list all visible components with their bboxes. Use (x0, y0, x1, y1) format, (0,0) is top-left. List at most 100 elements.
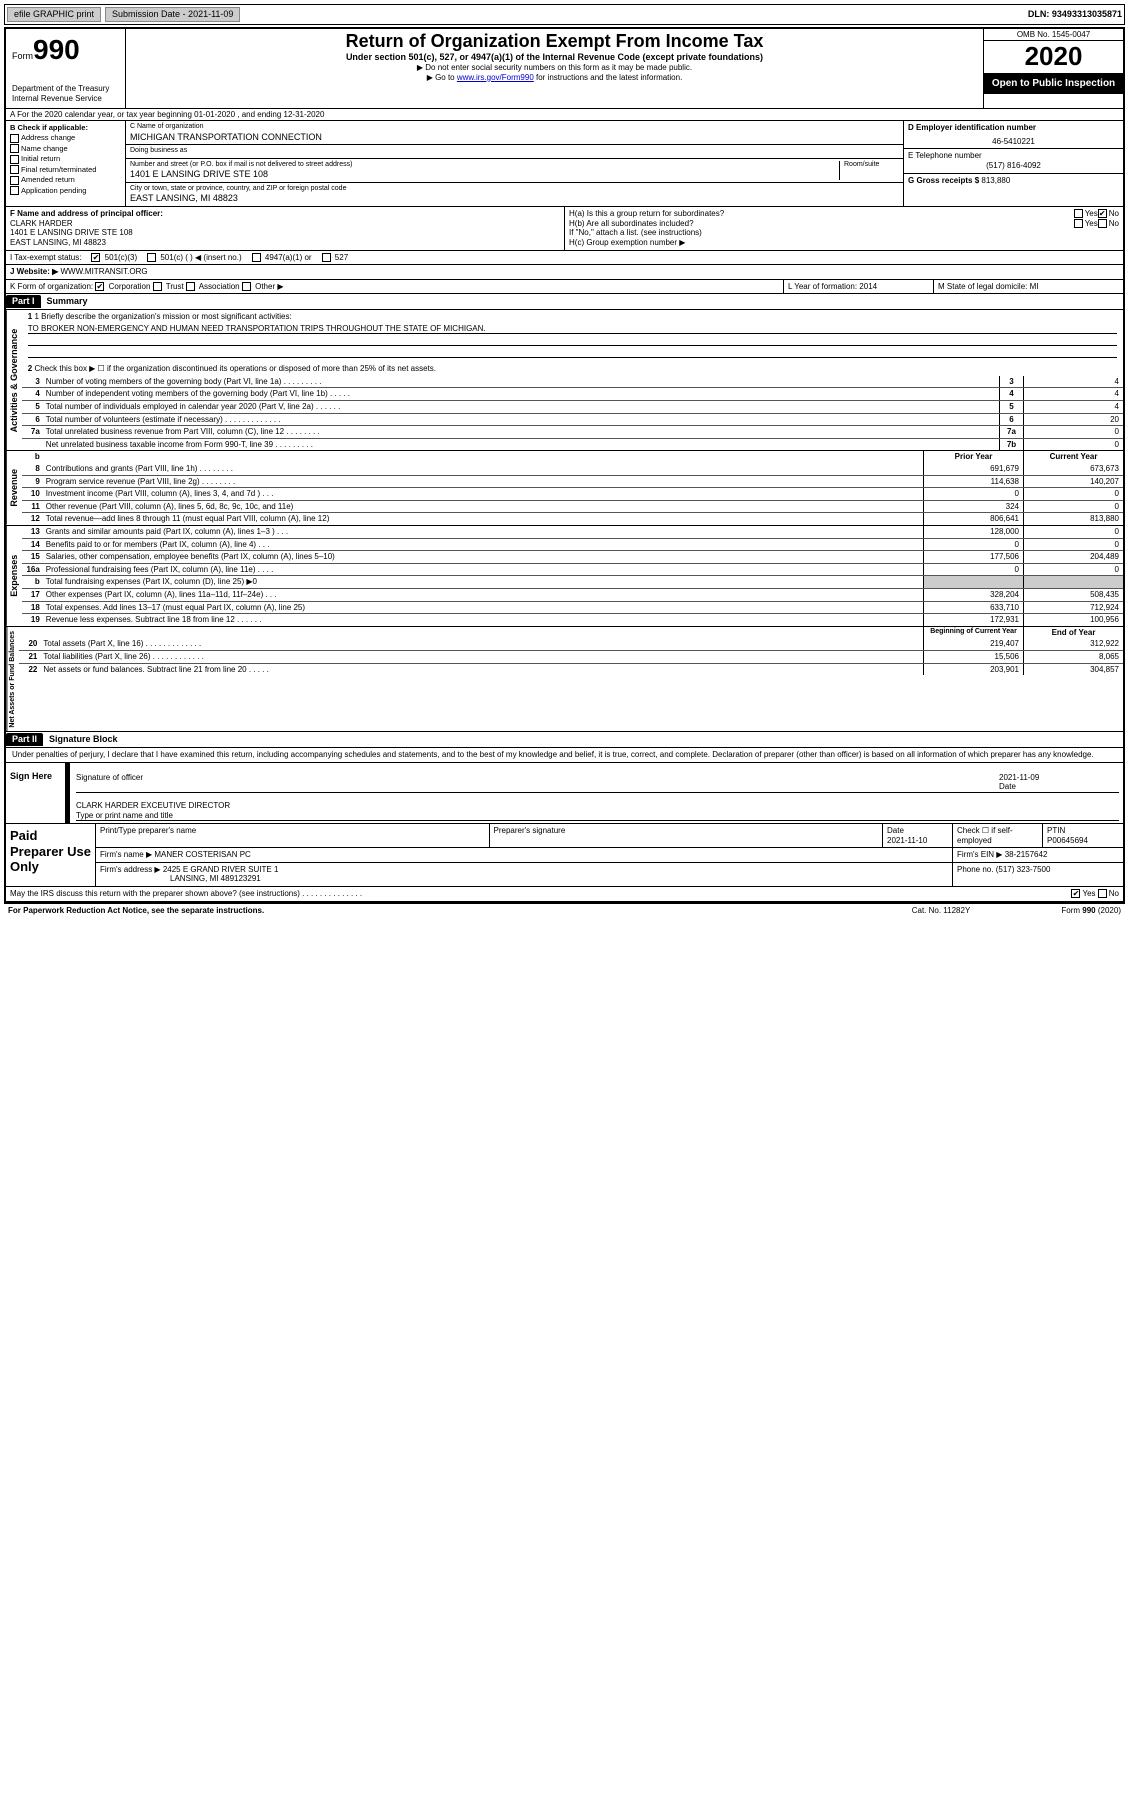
hb-yes: Yes (1085, 219, 1098, 229)
net-assets-section: Net Assets or Fund Balances Beginning of… (6, 626, 1123, 732)
part1-title: Summary (41, 294, 94, 309)
form-label: Form (12, 51, 33, 61)
i-501c3: 501(c)(3) (105, 253, 137, 262)
firm-addr2: LANSING, MI 489123291 (170, 874, 261, 883)
summary-line: 20Total assets (Part X, line 16) . . . .… (19, 638, 1123, 650)
summary-line: 22Net assets or fund balances. Subtract … (19, 663, 1123, 676)
revenue-header-row: b Prior Year Current Year (22, 451, 1123, 463)
dln-text: DLN: 93493313035871 (1028, 9, 1122, 20)
row-a-tax-year: A For the 2020 calendar year, or tax yea… (6, 108, 1123, 121)
chk-name-change[interactable]: Name change (10, 144, 121, 154)
org-name: MICHIGAN TRANSPORTATION CONNECTION (130, 132, 899, 143)
note-pre: ▶ Go to (427, 73, 457, 82)
form-note-link: ▶ Go to www.irs.gov/Form990 for instruct… (132, 73, 977, 83)
discuss-yes: Yes (1082, 889, 1095, 898)
chk-application-pending[interactable]: Application pending (10, 186, 121, 196)
declaration-text: Under penalties of perjury, I declare th… (6, 747, 1123, 762)
form-container: Form990 Department of the Treasury Inter… (4, 27, 1125, 903)
summary-line: 14Benefits paid to or for members (Part … (22, 538, 1123, 551)
form-number: 990 (33, 34, 80, 65)
ptin-header: PTIN (1047, 826, 1065, 835)
summary-line: 16aProfessional fundraising fees (Part I… (22, 563, 1123, 576)
submission-date-button[interactable]: Submission Date - 2021-11-09 (105, 7, 240, 22)
form-id-block: Form990 Department of the Treasury Inter… (6, 29, 126, 108)
activities-governance-section: Activities & Governance 1 1 Briefly desc… (6, 309, 1123, 450)
m-state-domicile: M State of legal domicile: MI (933, 280, 1123, 294)
summary-line: 9Program service revenue (Part VIII, lin… (22, 475, 1123, 488)
firm-name: MANER COSTERISAN PC (154, 850, 250, 859)
part1-header-row: Part I Summary (6, 293, 1123, 309)
netassets-header-row: Beginning of Current Year End of Year (19, 627, 1123, 639)
k-other: Other ▶ (255, 282, 283, 291)
city-value: EAST LANSING, MI 48823 (130, 193, 899, 204)
summary-line: 10Investment income (Part VIII, column (… (22, 487, 1123, 500)
website-value: WWW.MITRANSIT.ORG (60, 267, 147, 276)
entity-block: B Check if applicable: Address change Na… (6, 120, 1123, 206)
sign-here-block: Sign Here Signature of officer2021-11-09… (6, 762, 1123, 823)
chk-address-change[interactable]: Address change (10, 133, 121, 143)
side-label-expenses: Expenses (6, 526, 22, 626)
k-assoc: Association (199, 282, 240, 291)
mission-block: 1 1 Briefly describe the organization's … (22, 310, 1123, 376)
ein-value: 46-5410221 (908, 137, 1119, 147)
officer-name: CLARK HARDER (10, 219, 560, 229)
name-title-label: Type or print name and title (76, 811, 1119, 821)
part2-badge: Part II (6, 733, 43, 746)
ha-label: H(a) Is this a group return for subordin… (569, 209, 1074, 219)
prep-date-header: Date (887, 826, 904, 835)
ein-label: D Employer identification number (908, 123, 1119, 133)
paperwork-notice: For Paperwork Reduction Act Notice, see … (8, 906, 881, 916)
summary-line: bTotal fundraising expenses (Part IX, co… (22, 575, 1123, 588)
firm-ein: 38-2157642 (1005, 850, 1048, 859)
part2-header-row: Part II Signature Block (6, 731, 1123, 747)
firm-addr: 2425 E GRAND RIVER SUITE 1 (163, 865, 279, 874)
summary-line: 19Revenue less expenses. Subtract line 1… (22, 613, 1123, 626)
part1-badge: Part I (6, 295, 41, 308)
form-year-block: OMB No. 1545-0047 2020 Open to Public In… (983, 29, 1123, 108)
officer-name-title: CLARK HARDER EXCEUTIVE DIRECTOR (76, 801, 1119, 811)
k-corp: Corporation (109, 282, 151, 291)
prep-sig-header: Preparer's signature (490, 824, 884, 847)
i-tax-status-row: I Tax-exempt status: ✔ 501(c)(3) 501(c) … (6, 250, 1123, 265)
h-group-block: H(a) Is this a group return for subordin… (565, 207, 1123, 249)
open-public-badge: Open to Public Inspection (984, 74, 1123, 94)
hc-label: H(c) Group exemption number ▶ (569, 238, 1119, 248)
chk-final-return[interactable]: Final return/terminated (10, 165, 121, 175)
firm-phone: (517) 323-7500 (996, 865, 1051, 874)
summary-line: 12Total revenue—add lines 8 through 11 (… (22, 512, 1123, 525)
omb-number: OMB No. 1545-0047 (984, 29, 1123, 42)
hb-no: No (1109, 219, 1119, 229)
summary-line: 13Grants and similar amounts paid (Part … (22, 526, 1123, 538)
firm-addr-label: Firm's address ▶ (100, 865, 161, 874)
i-4947: 4947(a)(1) or (265, 253, 312, 262)
paid-preparer-block: Paid Preparer Use Only Print/Type prepar… (6, 823, 1123, 886)
efile-button[interactable]: efile GRAPHIC print (7, 7, 101, 22)
irs-link[interactable]: www.irs.gov/Form990 (457, 73, 534, 82)
sig-date: 2021-11-09 (999, 773, 1039, 782)
prep-selfemp-header: Check ☐ if self-employed (953, 824, 1043, 847)
discuss-row: May the IRS discuss this return with the… (6, 886, 1123, 901)
officer-addr2: EAST LANSING, MI 48823 (10, 238, 560, 248)
form-note-ssn: ▶ Do not enter social security numbers o… (132, 63, 977, 73)
prep-date-value: 2021-11-10 (887, 836, 927, 845)
summary-line: 3Number of voting members of the governi… (22, 376, 1123, 388)
mission-text: TO BROKER NON-EMERGENCY AND HUMAN NEED T… (28, 324, 1117, 335)
sig-officer-label: Signature of officer (76, 773, 999, 792)
chk-amended-return[interactable]: Amended return (10, 175, 121, 185)
summary-line: 8Contributions and grants (Part VIII, li… (22, 463, 1123, 475)
k-org-form-row: K Form of organization: ✔ Corporation Tr… (6, 279, 1123, 294)
firm-phone-label: Phone no. (957, 865, 993, 874)
officer-group-row: F Name and address of principal officer:… (6, 206, 1123, 249)
summary-line: 4Number of independent voting members of… (22, 387, 1123, 400)
chk-initial-return[interactable]: Initial return (10, 154, 121, 164)
hb-note: If "No," attach a list. (see instruction… (569, 228, 1119, 238)
dept-label: Department of the Treasury Internal Reve… (12, 84, 119, 103)
form-ref: Form 990 (2020) (1001, 906, 1121, 916)
summary-line: 21Total liabilities (Part X, line 26) . … (19, 650, 1123, 663)
l-year-formation: L Year of formation: 2014 (783, 280, 933, 294)
street-label: Number and street (or P.O. box if mail i… (130, 161, 839, 169)
discuss-no: No (1109, 889, 1119, 898)
revenue-section: Revenue b Prior Year Current Year 8Contr… (6, 450, 1123, 525)
i-527: 527 (335, 253, 348, 262)
part2-title: Signature Block (43, 732, 124, 747)
